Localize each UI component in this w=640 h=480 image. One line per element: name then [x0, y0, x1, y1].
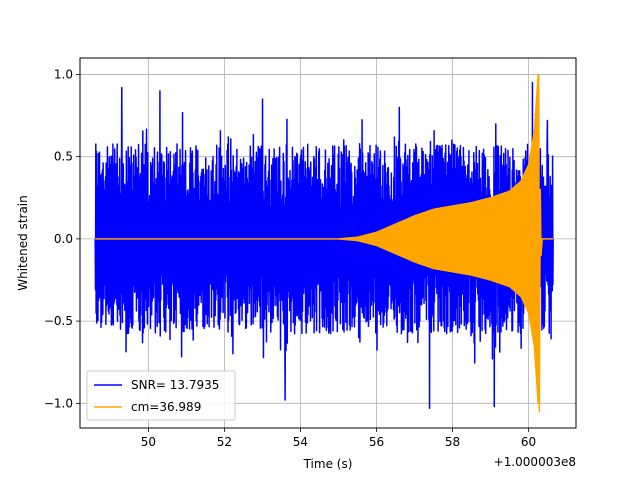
x-axis-offset-label: +1.000003e8	[494, 455, 576, 469]
y-tick-label: −0.5	[44, 314, 73, 328]
x-axis-label: Time (s)	[303, 457, 353, 471]
legend: SNR= 13.7935 cm=36.989	[86, 370, 236, 421]
x-tick-label: 50	[141, 435, 156, 449]
y-axis-label: Whitened strain	[16, 195, 30, 291]
legend-box	[86, 370, 236, 421]
x-tick-label: 54	[293, 435, 308, 449]
y-tick-label: 0.0	[54, 232, 73, 246]
legend-label-template: cm=36.989	[131, 400, 201, 414]
x-tick-label: 52	[217, 435, 232, 449]
x-tick-label: 56	[369, 435, 384, 449]
series-line-snr	[94, 81, 554, 410]
plot-frame	[79, 57, 577, 429]
y-tick-label: −1.0	[44, 396, 73, 410]
data-layer	[94, 73, 554, 413]
y-tick-label: 0.5	[54, 150, 73, 164]
legend-label-snr: SNR= 13.7935	[131, 378, 219, 392]
x-tick-label: 58	[445, 435, 460, 449]
tick-layer: 50 52 54 56 58 60 −1.0 −0.5 0.0 0.5 1.0	[44, 67, 536, 449]
x-tick-label: 60	[521, 435, 536, 449]
series-line-template	[95, 73, 554, 413]
y-tick-label: 1.0	[54, 67, 73, 81]
